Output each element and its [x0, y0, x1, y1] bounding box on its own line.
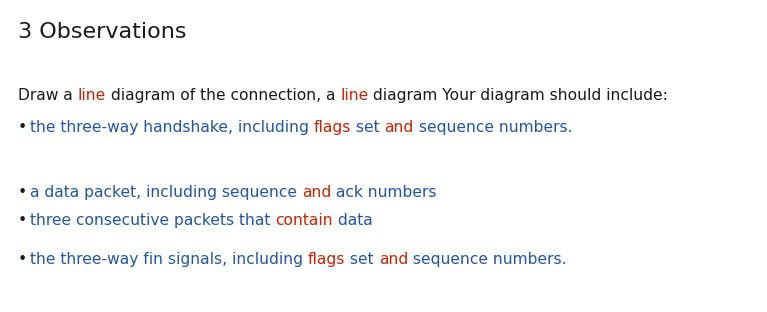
Text: •: •: [18, 213, 28, 228]
Text: three consecutive packets that: three consecutive packets that: [30, 213, 275, 228]
Text: set: set: [345, 252, 379, 267]
Text: the three-way handshake, including: the three-way handshake, including: [30, 120, 314, 135]
Text: contain: contain: [275, 213, 333, 228]
Text: and: and: [379, 252, 408, 267]
Text: line: line: [341, 88, 368, 103]
Text: a data packet, including sequence: a data packet, including sequence: [30, 185, 302, 200]
Text: sequence numbers.: sequence numbers.: [414, 120, 572, 135]
Text: line: line: [77, 88, 106, 103]
Text: •: •: [18, 120, 28, 135]
Text: •: •: [18, 252, 28, 267]
Text: and: and: [302, 185, 331, 200]
Text: flags: flags: [308, 252, 345, 267]
Text: diagram Your diagram should include:: diagram Your diagram should include:: [368, 88, 668, 103]
Text: diagram of the connection, a: diagram of the connection, a: [106, 88, 341, 103]
Text: the three-way fin signals, including: the three-way fin signals, including: [30, 252, 308, 267]
Text: flags: flags: [314, 120, 351, 135]
Text: ack numbers: ack numbers: [331, 185, 436, 200]
Text: 3 Observations: 3 Observations: [18, 22, 186, 42]
Text: data: data: [333, 213, 373, 228]
Text: and: and: [384, 120, 414, 135]
Text: set: set: [351, 120, 384, 135]
Text: •: •: [18, 185, 28, 200]
Text: Draw a: Draw a: [18, 88, 77, 103]
Text: sequence numbers.: sequence numbers.: [408, 252, 567, 267]
